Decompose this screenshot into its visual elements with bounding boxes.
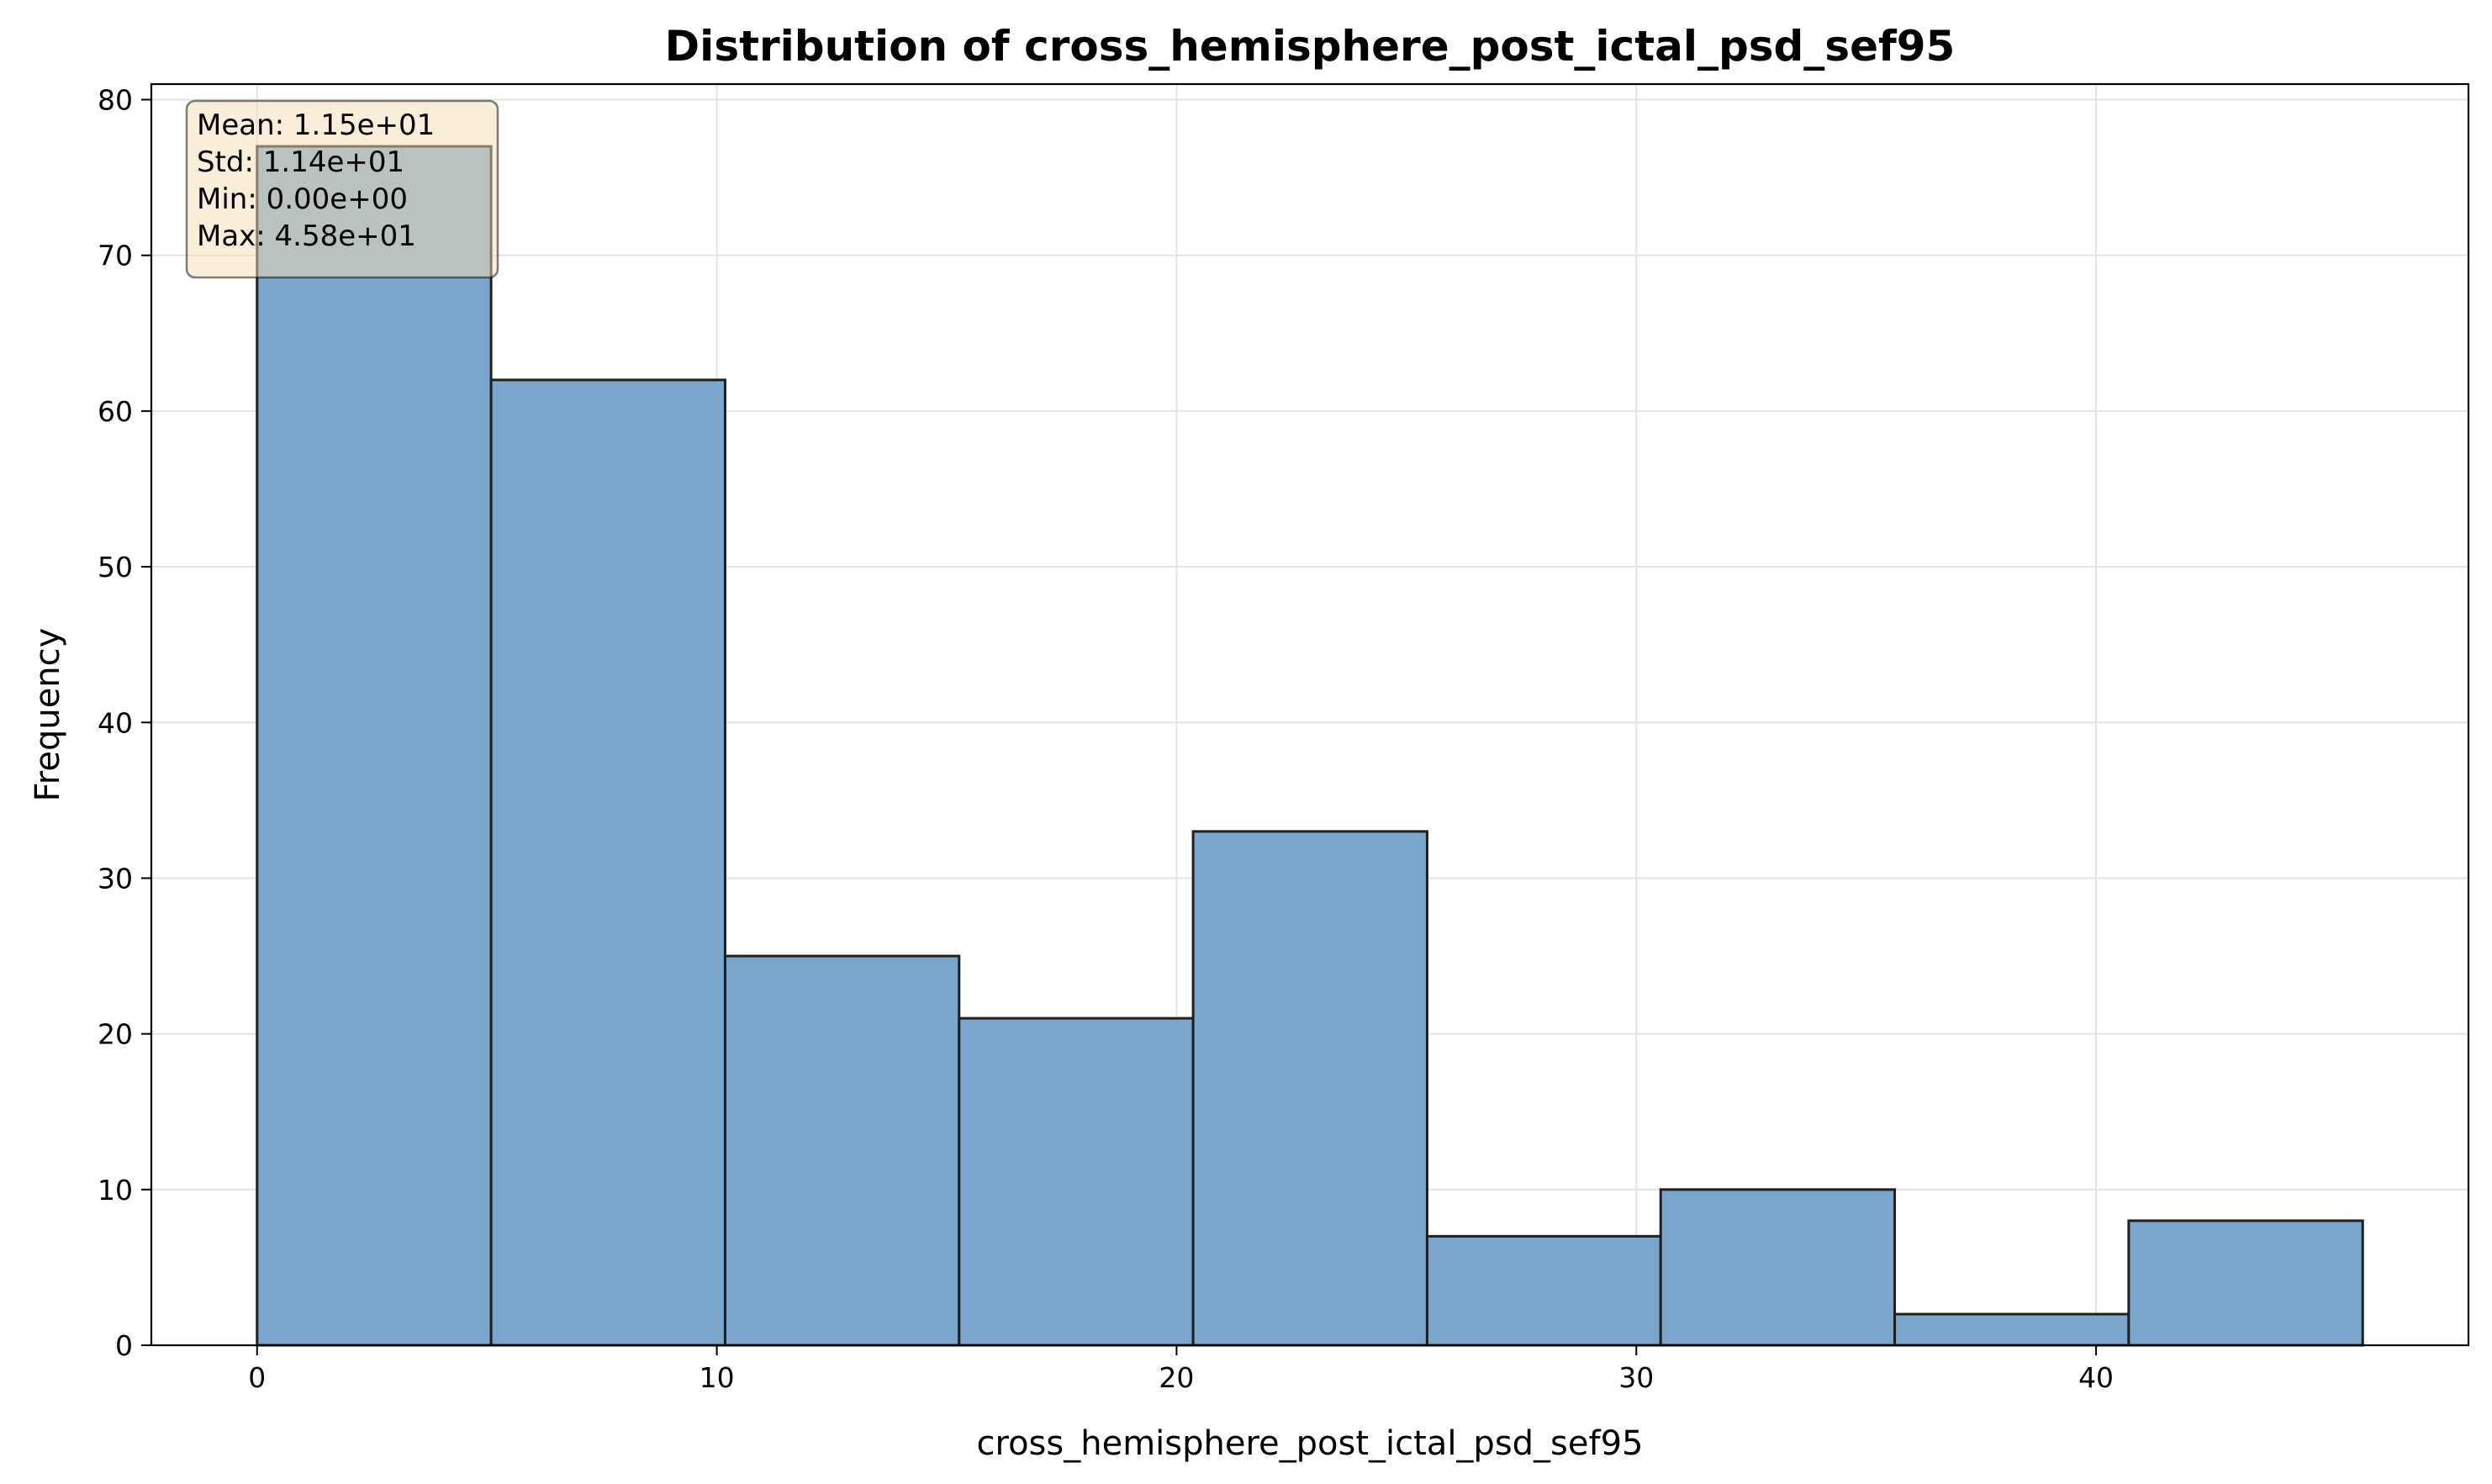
- histogram-bar-4: [1191, 830, 1428, 1347]
- y-tick-label-3: 30: [98, 862, 133, 895]
- y-tick-label-0: 0: [115, 1329, 133, 1362]
- y-tick-label-4: 40: [98, 706, 133, 739]
- y-tick-label-5: 50: [98, 551, 133, 584]
- stats-max: Max: 4.58e+01: [197, 219, 416, 253]
- stats-std: Std: 1.14e+01: [197, 145, 404, 179]
- x-tick-label-0: 0: [248, 1361, 266, 1394]
- x-axis-label: cross_hemisphere_post_ictal_psd_sef95: [977, 1424, 1644, 1463]
- stats-mean: Mean: 1.15e+01: [197, 108, 435, 142]
- x-tick-label-3: 30: [1618, 1361, 1654, 1394]
- stats-box: Mean: 1.15e+01 Std: 1.14e+01 Min: 0.00e+…: [185, 99, 499, 279]
- plot-frame: [150, 82, 2470, 1347]
- histogram-bar-0: [256, 145, 493, 1347]
- histogram-bar-5: [1425, 1234, 1662, 1347]
- y-tick-label-7: 70: [98, 240, 133, 272]
- x-axis-ticks: 0 10 20 30 40: [248, 1345, 2114, 1394]
- histogram-bars: [256, 145, 2364, 1347]
- histogram-bar-8: [2127, 1219, 2364, 1347]
- histogram-bar-1: [489, 378, 726, 1347]
- histogram-bar-2: [723, 954, 961, 1347]
- stats-box-background: [185, 99, 499, 279]
- histogram-bar-3: [958, 1017, 1195, 1347]
- x-tick-label-4: 40: [2078, 1361, 2114, 1394]
- y-axis-ticks: 0 10 20 30 40 50 60 70 80: [98, 84, 151, 1362]
- stats-min: Min: 0.00e+00: [197, 182, 408, 216]
- chart-title: Distribution of cross_hemisphere_post_ic…: [665, 22, 1956, 71]
- y-axis-label: Frequency: [29, 628, 67, 802]
- histogram-bar-6: [1659, 1188, 1897, 1347]
- histogram-bar-7: [1893, 1312, 2130, 1347]
- x-tick-label-1: 10: [700, 1361, 735, 1394]
- y-tick-label-2: 20: [98, 1018, 133, 1051]
- y-tick-label-8: 80: [98, 84, 133, 117]
- y-tick-label-1: 10: [98, 1174, 133, 1207]
- y-tick-label-6: 60: [98, 395, 133, 428]
- x-tick-label-2: 20: [1159, 1361, 1194, 1394]
